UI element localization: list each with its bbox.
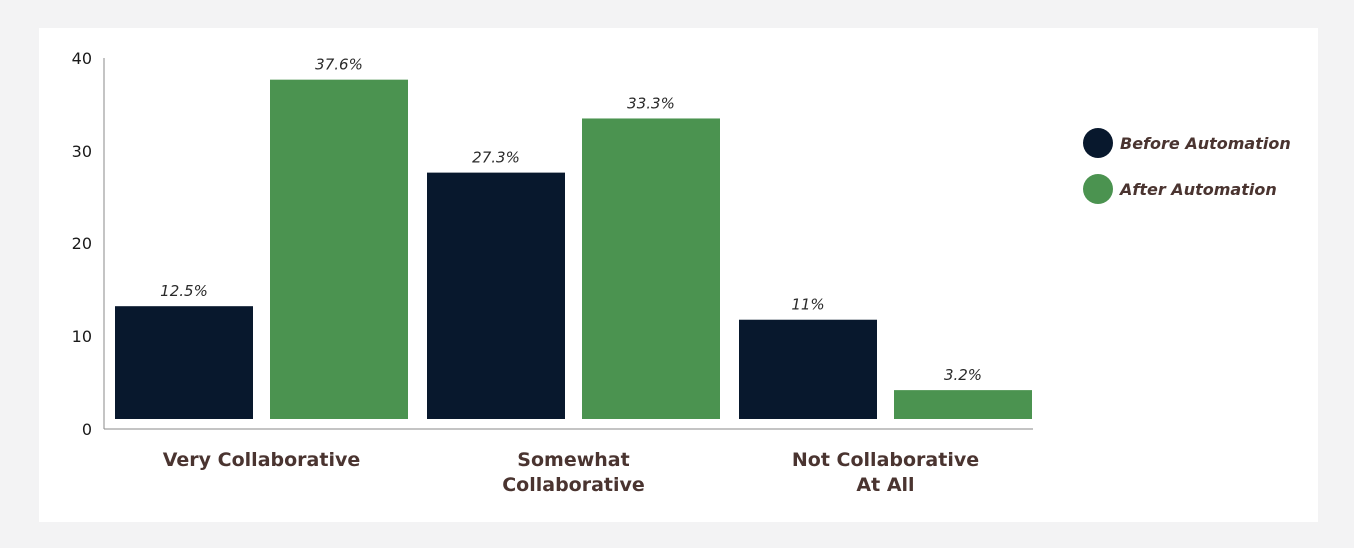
y-tick-label: 20 — [72, 234, 92, 253]
legend-swatch-before — [1083, 128, 1113, 158]
bars — [115, 79, 1032, 419]
bar-before-1 — [427, 172, 565, 419]
y-tick-label: 30 — [72, 142, 92, 161]
y-tick-label: 40 — [72, 49, 92, 68]
y-tick-label: 0 — [82, 420, 92, 439]
category-label: Not Collaborative — [792, 449, 979, 471]
y-tick-labels: 0 10 20 30 40 — [72, 49, 92, 439]
chart-axes — [103, 58, 1033, 430]
data-label: 37.6% — [315, 56, 363, 74]
data-label: 12.5% — [160, 282, 208, 300]
data-label: 33.3% — [627, 94, 675, 112]
legend: Before Automation After Automation — [1083, 128, 1291, 204]
bar-after-2 — [894, 390, 1032, 419]
bar-before-0 — [115, 306, 253, 419]
category-label: At All — [856, 474, 914, 496]
legend-swatch-after — [1083, 174, 1113, 204]
category-label: Collaborative — [502, 474, 645, 496]
data-label: 11% — [791, 296, 824, 314]
bar-before-2 — [739, 319, 877, 419]
y-tick-label: 10 — [72, 327, 92, 346]
data-label: 3.2% — [944, 366, 982, 384]
legend-label: After Automation — [1118, 180, 1277, 199]
data-label: 27.3% — [472, 149, 520, 167]
category-labels: Very Collaborative Somewhat Collaborative N… — [163, 449, 979, 496]
data-labels: 12.5% 37.6% 27.3% 33.3% 11% 3.2% — [160, 56, 982, 384]
category-label: Very Collaborative — [163, 449, 360, 471]
bar-after-0 — [270, 79, 408, 419]
category-label: Somewhat — [517, 449, 629, 471]
bar-after-1 — [582, 118, 720, 419]
legend-label: Before Automation — [1120, 134, 1291, 153]
